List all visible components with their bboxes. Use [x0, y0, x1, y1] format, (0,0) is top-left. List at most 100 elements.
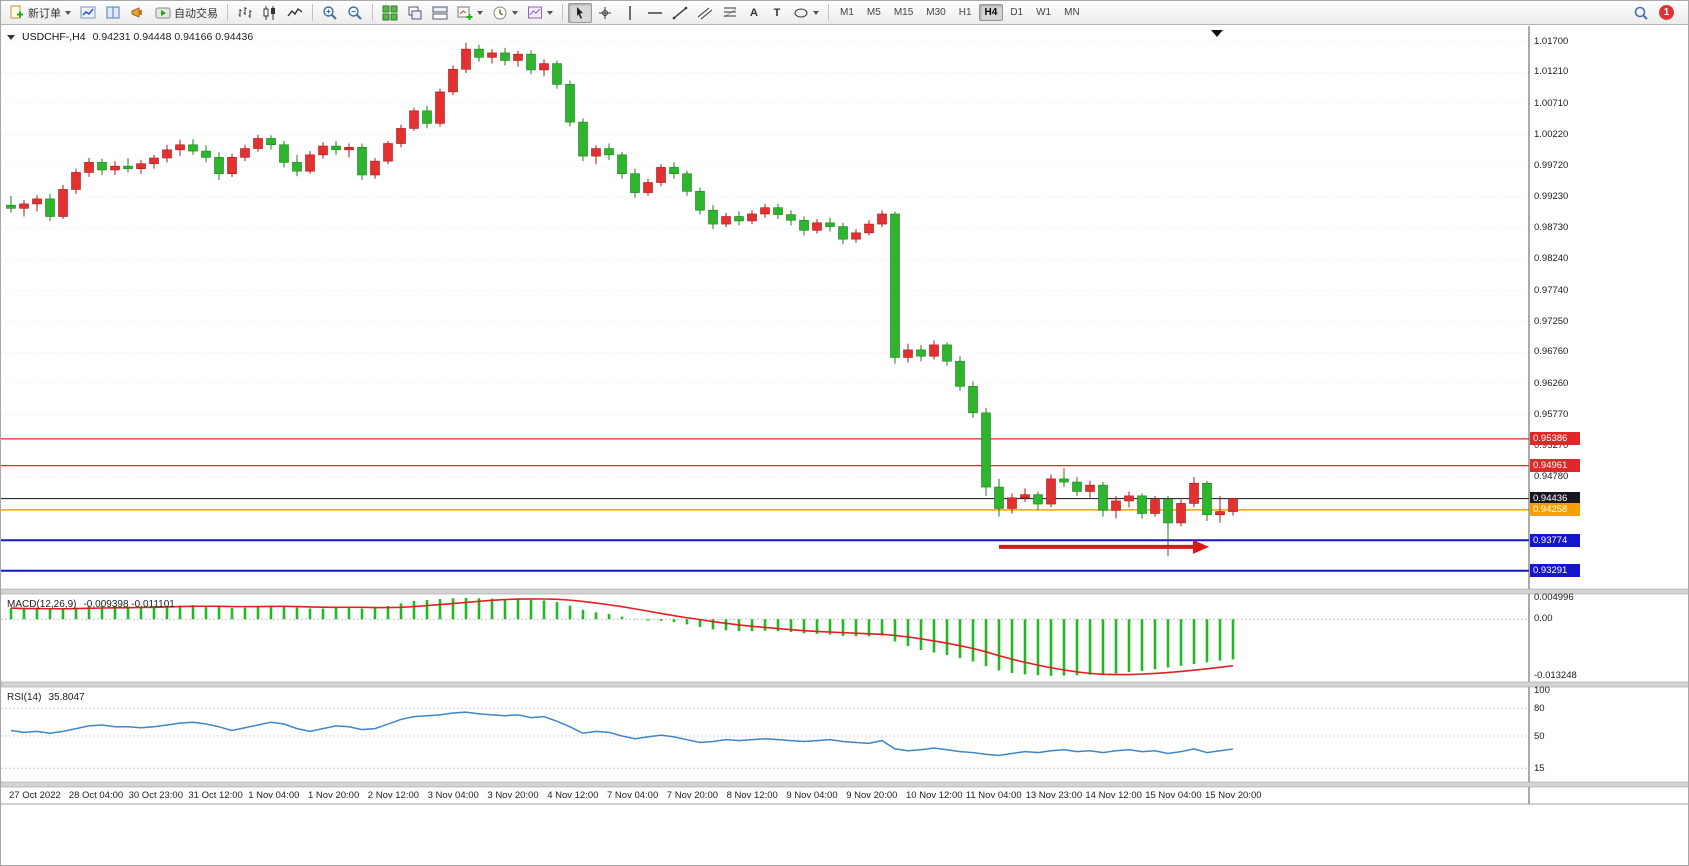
alerts-button[interactable] — [126, 3, 150, 23]
crosshair-icon — [597, 5, 613, 21]
timeframe-button-mn[interactable]: MN — [1064, 7, 1080, 18]
crosshair-button[interactable] — [593, 3, 617, 23]
time-axis-label: 1 Nov 20:00 — [308, 790, 360, 801]
bar-chart-button[interactable] — [233, 3, 257, 23]
label-tool-button[interactable]: T — [766, 3, 788, 23]
rsi-value: 35.8047 — [48, 692, 85, 703]
price-axis-label: 0.99230 — [1534, 191, 1569, 202]
price-line-label: 0.93774 — [1530, 533, 1580, 547]
panel-splitter[interactable] — [1, 781, 1689, 788]
line-chart-button[interactable] — [283, 3, 307, 23]
time-axis-label: 4 Nov 12:00 — [547, 790, 599, 801]
channel-button[interactable] — [693, 3, 717, 23]
timeframe-button-d1[interactable]: D1 — [1010, 7, 1024, 18]
time-axis-label: 3 Nov 04:00 — [427, 790, 479, 801]
main-toolbar: 新订单 自动交易 A T M1 M5 M15 M30 H1 H4 D1 W1 MN 1 — [1, 1, 1688, 25]
price-line-label: 0.94436 — [1530, 492, 1580, 506]
new-chart-icon — [457, 5, 473, 21]
trend-arrow[interactable] — [999, 539, 1209, 554]
price-line-label: 0.93291 — [1530, 564, 1580, 578]
bar-chart-icon — [237, 5, 253, 21]
shapes-button[interactable] — [789, 3, 823, 23]
auto-trading-button-label: 自动交易 — [174, 7, 218, 20]
arrange-windows-button[interactable] — [428, 3, 452, 23]
macd-signal-line — [10, 598, 1234, 676]
periods-button[interactable] — [488, 3, 522, 23]
cascade-windows-icon — [407, 5, 423, 21]
vertical-line-button[interactable] — [618, 3, 642, 23]
auto-trading-button[interactable]: 自动交易 — [151, 3, 222, 23]
dropdown-caret-icon — [477, 10, 483, 15]
toolbar-separator — [372, 4, 373, 21]
cursor-button[interactable] — [568, 2, 592, 23]
new-chart-button[interactable] — [453, 3, 487, 23]
horizontal-lines-layer — [1, 438, 1529, 572]
timeframe-button-w1[interactable]: W1 — [1036, 7, 1052, 18]
search-icon[interactable] — [1633, 5, 1649, 21]
text-tool-button[interactable]: A — [743, 3, 765, 23]
zoom-in-button[interactable] — [318, 3, 342, 23]
market-depth-button[interactable] — [101, 3, 125, 23]
time-axis-label: 9 Nov 04:00 — [786, 790, 838, 801]
trendline-button[interactable] — [668, 3, 692, 23]
time-axis-label: 11 Nov 04:00 — [965, 790, 1022, 801]
time-axis-label: 27 Oct 2022 — [9, 790, 61, 801]
dropdown-caret-icon — [512, 10, 518, 15]
timeframe-button-h1[interactable]: H1 — [958, 7, 972, 18]
chart-ohlc-values: 0.94231 0.94448 0.94166 0.94436 — [92, 31, 254, 43]
macd-axis-label: -0.013248 — [1534, 669, 1577, 681]
timeframe-button-m5[interactable]: M5 — [866, 7, 881, 18]
gridlines-layer — [1, 41, 1529, 478]
tile-windows-icon — [382, 5, 398, 21]
quick-trade-collapse-icon[interactable] — [7, 34, 15, 40]
cascade-windows-button[interactable] — [403, 3, 427, 23]
zoom-out-button[interactable] — [343, 3, 367, 23]
rsi-axis-label: 100 — [1534, 685, 1550, 696]
dropdown-caret-icon — [65, 10, 71, 15]
time-axis-label: 7 Nov 04:00 — [607, 790, 659, 801]
rsi-axis-label: 50 — [1534, 731, 1545, 742]
rsi-axis-label: 15 — [1534, 763, 1545, 775]
chart-shift-marker-icon[interactable] — [1211, 30, 1223, 37]
templates-button[interactable] — [523, 3, 557, 23]
price-axis-label: 1.00710 — [1534, 97, 1569, 109]
timeframe-button-m30[interactable]: M30 — [926, 7, 946, 18]
panel-splitter[interactable] — [1, 681, 1689, 688]
notifications-badge[interactable]: 1 — [1659, 5, 1674, 20]
charts-window-icon — [80, 5, 96, 21]
new-order-icon — [9, 5, 25, 21]
fibonacci-icon — [722, 5, 738, 21]
templates-icon — [527, 5, 543, 21]
trendline-icon — [672, 5, 688, 21]
price-axis-label: 1.01700 — [1534, 35, 1569, 47]
channel-icon — [697, 5, 713, 21]
horizontal-line-button[interactable] — [643, 3, 667, 23]
price-axis-label: 1.00220 — [1534, 128, 1569, 140]
price-axis-label: 0.95770 — [1534, 408, 1569, 420]
rsi-line — [10, 711, 1234, 757]
arrange-windows-icon — [432, 5, 448, 21]
auto-trading-icon — [155, 5, 171, 21]
new-order-button[interactable]: 新订单 — [5, 3, 75, 23]
dropdown-caret-icon — [547, 10, 553, 15]
fibonacci-button[interactable] — [718, 3, 742, 23]
text-tool-icon: A — [750, 6, 758, 19]
timeframe-button-m15[interactable]: M15 — [893, 7, 914, 18]
time-axis-label: 2 Nov 12:00 — [367, 790, 420, 801]
charts-window-button[interactable] — [76, 3, 100, 23]
zoom-in-icon — [322, 5, 338, 21]
panel-splitter[interactable] — [1, 588, 1689, 595]
time-axis-label: 31 Oct 12:00 — [188, 790, 243, 801]
line-chart-icon — [287, 5, 303, 21]
tile-windows-button[interactable] — [378, 3, 402, 23]
rsi-indicator-name: RSI(14) — [7, 692, 42, 703]
chart-title-row: USDCHF-,H4 0.94231 0.94448 0.94166 0.944… — [7, 31, 253, 43]
macd-indicator-name: MACD(12,26,9) — [7, 599, 77, 610]
candlestick-chart-button[interactable] — [258, 3, 282, 23]
zoom-out-icon — [347, 5, 363, 21]
timeframe-button-h4[interactable]: H4 — [978, 4, 1004, 21]
timeframe-button-m1[interactable]: M1 — [840, 7, 854, 18]
price-axis-label: 0.99720 — [1534, 160, 1569, 172]
